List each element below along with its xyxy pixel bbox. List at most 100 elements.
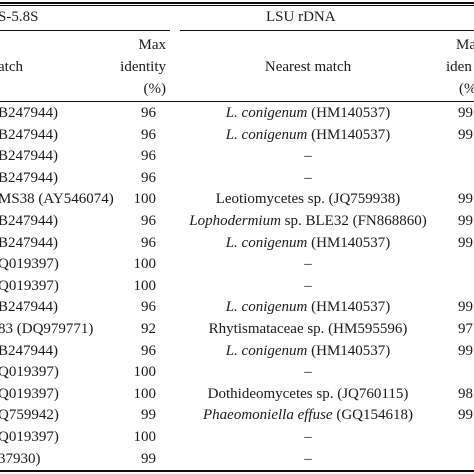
lsu-match-text: (HM140537)	[307, 105, 391, 121]
its-ident-header-1: Max	[138, 37, 167, 53]
lsu-match-text: sp. BLE32 (FN868860)	[280, 213, 427, 229]
its-nearest-match: B247944)	[0, 105, 58, 121]
lsu-match-text: –	[304, 429, 312, 445]
its-group-header: S-5.8S	[0, 9, 39, 25]
its-max-identity: 100	[133, 364, 157, 381]
its-nearest-match: Q759942)	[0, 407, 59, 424]
lsu-match-text: –	[304, 450, 312, 467]
lsu-nearest-match: –	[180, 169, 436, 187]
lsu-species-italic: L. conigenum	[225, 105, 308, 121]
lsu-nearest-match: –	[180, 428, 436, 446]
lsu-match-text: (HM140537)	[307, 342, 391, 359]
lsu-max-identity: 99	[458, 126, 473, 143]
lsu-match-text: (HM140537)	[307, 126, 391, 143]
lsu-nearest-match: Dothideomycetes sp. (JQ760115)	[180, 385, 436, 403]
top-rule	[0, 2, 474, 4]
lsu-nearest-match: –	[180, 363, 436, 381]
lsu-species-italic: Phaeomoniella effuse	[203, 407, 333, 424]
lsu-nearest-match: –	[180, 277, 436, 295]
its-nearest-match: Q019397)	[0, 385, 59, 402]
its-ident-header-3: (%)	[143, 81, 167, 97]
lsu-max-identity: 99	[458, 105, 473, 121]
its-max-identity: 96	[141, 213, 156, 229]
its-nearest-match: B247944)	[0, 169, 58, 186]
lsu-match-text: –	[304, 364, 312, 381]
lsu-max-identity: 99	[458, 299, 473, 316]
lsu-ident-header-3: (%	[459, 81, 474, 97]
lsu-max-identity: 99	[458, 191, 473, 208]
its-nearest-match: MS38 (AY546074)	[0, 191, 114, 208]
its-group-underline	[0, 30, 170, 31]
its-nearest-match: Q019397)	[0, 364, 59, 381]
lsu-match-text: –	[304, 169, 312, 186]
its-max-identity: 99	[141, 407, 156, 424]
lsu-match-text: (GQ154618)	[332, 407, 413, 424]
its-nearest-match: Q019397)	[0, 277, 59, 294]
its-max-identity: 96	[141, 299, 156, 316]
lsu-group-underline	[180, 30, 474, 31]
its-ident-header-2: identity	[120, 59, 166, 75]
its-nearest-match: Q019397)	[0, 429, 59, 445]
its-nearest-match: 37930)	[0, 450, 41, 467]
lsu-max-identity: 97	[458, 321, 473, 337]
header-rule	[0, 101, 474, 102]
its-nearest-match: B247944)	[0, 234, 58, 251]
its-max-identity: 96	[141, 234, 156, 251]
its-nearest-match: Q019397)	[0, 256, 59, 273]
lsu-max-identity: 99	[458, 213, 473, 229]
lsu-nearest-match: Phaeomoniella effuse (GQ154618)	[180, 406, 436, 424]
lsu-species-italic: Lophodermium	[189, 213, 281, 229]
lsu-species-italic: L. conigenum	[225, 342, 308, 359]
lsu-nearest-match: –	[180, 147, 436, 165]
lsu-match-text: –	[304, 256, 312, 273]
lsu-max-identity: 99	[458, 234, 473, 251]
lsu-group-header: LSU rDNA	[266, 9, 336, 25]
its-max-identity: 100	[133, 385, 157, 402]
lsu-nearest-match: L. conigenum (HM140537)	[180, 104, 436, 122]
its-max-identity: 100	[133, 277, 157, 294]
lsu-species-italic: L. conigenum	[225, 299, 308, 316]
lsu-match-text: Dothideomycetes sp. (JQ760115)	[207, 385, 409, 402]
lsu-nearest-match: –	[180, 255, 436, 273]
lsu-nearest-match: L. conigenum (HM140537)	[180, 126, 436, 144]
its-nearest-match: 83 (DQ979771)	[0, 321, 94, 337]
lsu-match-text: Rhytismataceae sp. (HM595596)	[208, 321, 408, 337]
lsu-max-identity: 98	[458, 385, 473, 402]
lsu-nearest-match: L. conigenum (HM140537)	[180, 342, 436, 360]
lsu-match-text: –	[304, 277, 312, 294]
its-max-identity: 96	[141, 342, 156, 359]
its-nearest-match: B247944)	[0, 299, 58, 316]
top-rule-second	[0, 5, 474, 6]
its-max-identity: 99	[141, 450, 156, 467]
lsu-species-italic: L. conigenum	[225, 234, 308, 251]
bottom-rule	[0, 470, 474, 472]
its-nearest-match: B247944)	[0, 342, 58, 359]
lsu-ident-header-1: Ma	[456, 37, 474, 53]
lsu-nearest-match: Leotiomycetes sp. (JQ759938)	[180, 190, 436, 208]
its-max-identity: 96	[141, 126, 156, 143]
its-max-identity: 100	[133, 256, 157, 273]
lsu-max-identity: 99	[458, 407, 473, 424]
its-max-identity: 96	[141, 105, 156, 121]
lsu-max-identity: 99	[458, 342, 473, 359]
its-nearest-match: B247944)	[0, 148, 58, 165]
lsu-species-italic: L. conigenum	[225, 126, 308, 143]
lsu-nearest-match: Lophodermium sp. BLE32 (FN868860)	[180, 212, 436, 230]
lsu-match-text: –	[304, 148, 312, 165]
its-max-identity: 92	[141, 321, 156, 337]
lsu-match-text: (HM140537)	[307, 299, 391, 316]
its-max-identity: 96	[141, 148, 156, 165]
lsu-match-header: Nearest match	[264, 59, 352, 75]
its-max-identity: 100	[133, 191, 157, 208]
lsu-match-text: (HM140537)	[307, 234, 391, 251]
its-nearest-match: B247944)	[0, 213, 58, 229]
its-match-header: atch	[0, 59, 23, 75]
lsu-nearest-match: L. conigenum (HM140537)	[180, 298, 436, 316]
lsu-nearest-match: L. conigenum (HM140537)	[180, 234, 436, 252]
lsu-match-text: Leotiomycetes sp. (JQ759938)	[215, 191, 401, 208]
lsu-nearest-match: –	[180, 450, 436, 468]
its-max-identity: 100	[133, 429, 157, 445]
lsu-nearest-match: Rhytismataceae sp. (HM595596)	[180, 320, 436, 338]
lsu-ident-header-2: iden	[446, 59, 472, 75]
